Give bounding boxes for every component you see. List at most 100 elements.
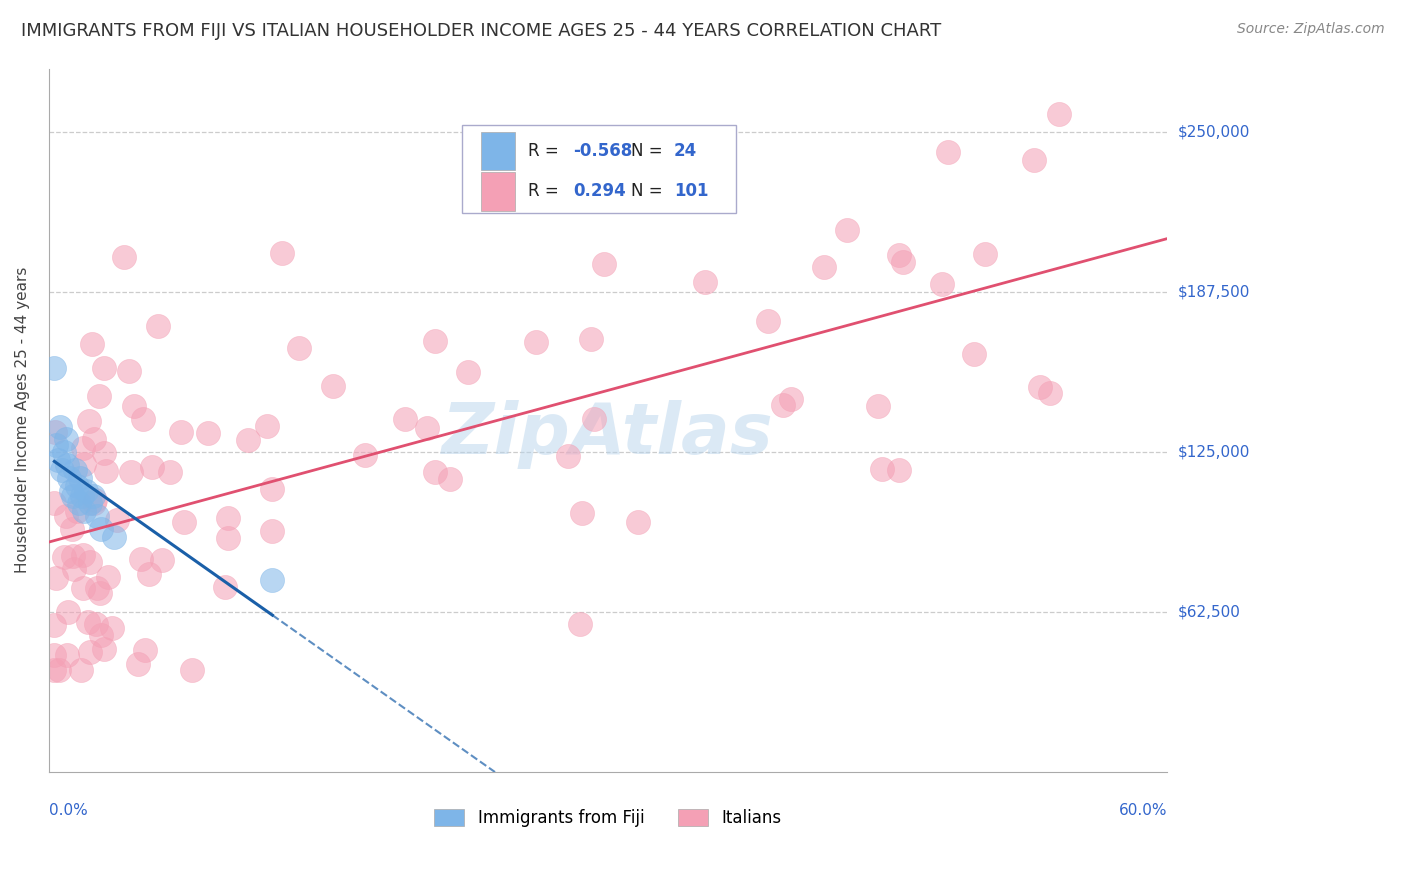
Point [270,246,292,260]
Text: R =: R = [529,183,564,201]
Point [214,580,236,594]
Point [780,392,803,407]
Point [169,425,191,439]
Point [772,398,794,412]
Point [44,648,66,662]
Point [835,223,858,237]
Point [129,552,152,566]
Point [260,483,283,497]
Point [288,341,311,355]
Point [70,663,93,677]
Point [127,657,149,672]
Point [1047,107,1070,121]
Text: N =: N = [631,183,668,201]
Point [887,247,910,261]
Point [89,586,111,600]
Point [141,459,163,474]
Point [159,465,181,479]
Point [52,445,75,459]
Point [117,364,139,378]
Point [79,645,101,659]
Point [889,463,911,477]
Point [55,648,77,662]
Point [63,562,86,576]
Point [58,471,80,485]
Point [134,643,156,657]
Point [931,277,953,291]
Point [69,471,91,485]
Point [627,515,650,529]
Point [868,399,890,413]
Text: -0.568: -0.568 [574,142,633,160]
Point [67,496,90,510]
FancyBboxPatch shape [481,172,515,211]
FancyBboxPatch shape [481,132,515,170]
Point [262,573,284,587]
Point [256,419,278,434]
Point [524,335,547,350]
Text: 24: 24 [673,142,697,160]
Text: 101: 101 [673,183,709,201]
Legend: Immigrants from Fiji, Italians: Immigrants from Fiji, Italians [427,803,787,834]
Point [262,524,284,538]
Point [83,493,105,508]
Point [60,483,83,498]
Point [44,425,66,439]
Point [695,275,717,289]
Text: ZipAtlas: ZipAtlas [441,400,773,469]
Point [52,550,75,565]
Point [354,448,377,462]
Point [83,496,105,510]
Point [568,616,591,631]
Point [1024,153,1046,168]
Point [181,663,204,677]
Point [80,336,103,351]
Point [44,360,66,375]
Point [44,618,66,632]
Y-axis label: Householder Income Ages 25 - 44 years: Householder Income Ages 25 - 44 years [15,267,30,574]
Point [173,515,195,529]
Point [75,483,97,498]
Point [963,347,986,361]
Text: R =: R = [529,142,564,160]
Text: 0.294: 0.294 [574,183,626,201]
Point [120,465,142,479]
Point [58,605,80,619]
Point [112,251,135,265]
Point [571,506,593,520]
Point [579,332,602,346]
Point [83,433,105,447]
Point [813,260,835,274]
Text: $62,500: $62,500 [1178,605,1241,620]
FancyBboxPatch shape [463,125,737,213]
Point [97,570,120,584]
Point [217,531,239,545]
Point [592,257,614,271]
Text: 0.0%: 0.0% [49,803,87,818]
Point [82,489,104,503]
Point [66,504,89,518]
Point [1039,385,1062,400]
Point [63,463,86,477]
Point [86,509,108,524]
Point [936,145,959,159]
Text: IMMIGRANTS FROM FIJI VS ITALIAN HOUSEHOLDER INCOME AGES 25 - 44 YEARS CORRELATIO: IMMIGRANTS FROM FIJI VS ITALIAN HOUSEHOL… [21,22,942,40]
Point [77,615,100,629]
Point [49,419,72,434]
Point [103,530,125,544]
Point [46,453,69,467]
Point [557,449,579,463]
Point [756,314,779,328]
Point [322,379,344,393]
Point [66,478,89,492]
Text: Source: ZipAtlas.com: Source: ZipAtlas.com [1237,22,1385,37]
Point [416,421,439,435]
Point [79,496,101,510]
Point [122,399,145,413]
Point [238,434,260,448]
Point [197,425,219,440]
Text: $250,000: $250,000 [1178,125,1250,140]
Point [60,522,83,536]
Point [146,319,169,334]
Point [45,571,67,585]
